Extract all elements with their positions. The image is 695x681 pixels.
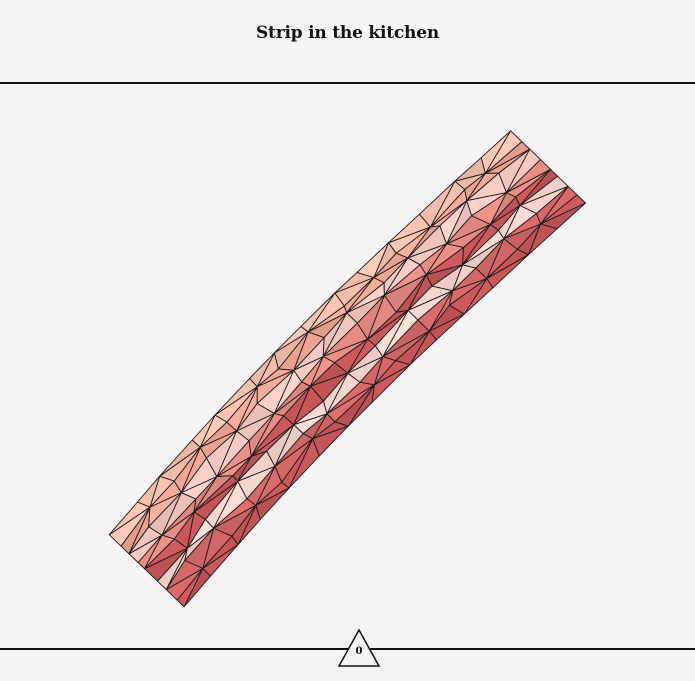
header-bar: Strip in the kitchen bbox=[0, 0, 695, 84]
mesh-triangle[interactable] bbox=[191, 414, 216, 448]
mesh-triangle[interactable] bbox=[480, 130, 512, 174]
counter-badge[interactable]: 0 bbox=[337, 628, 381, 668]
mesh-triangle[interactable] bbox=[137, 475, 161, 508]
counter-value: 0 bbox=[355, 646, 363, 657]
mesh-triangle[interactable] bbox=[356, 242, 390, 278]
triangle-icon bbox=[337, 628, 381, 667]
page-title: Strip in the kitchen bbox=[255, 23, 439, 43]
puzzle-canvas[interactable] bbox=[0, 84, 695, 648]
bacon-mesh[interactable] bbox=[0, 84, 695, 648]
mesh-triangle[interactable] bbox=[249, 352, 275, 388]
mesh-triangle[interactable] bbox=[418, 180, 456, 228]
mesh-triangle[interactable] bbox=[300, 292, 336, 333]
footer-divider bbox=[0, 648, 695, 650]
